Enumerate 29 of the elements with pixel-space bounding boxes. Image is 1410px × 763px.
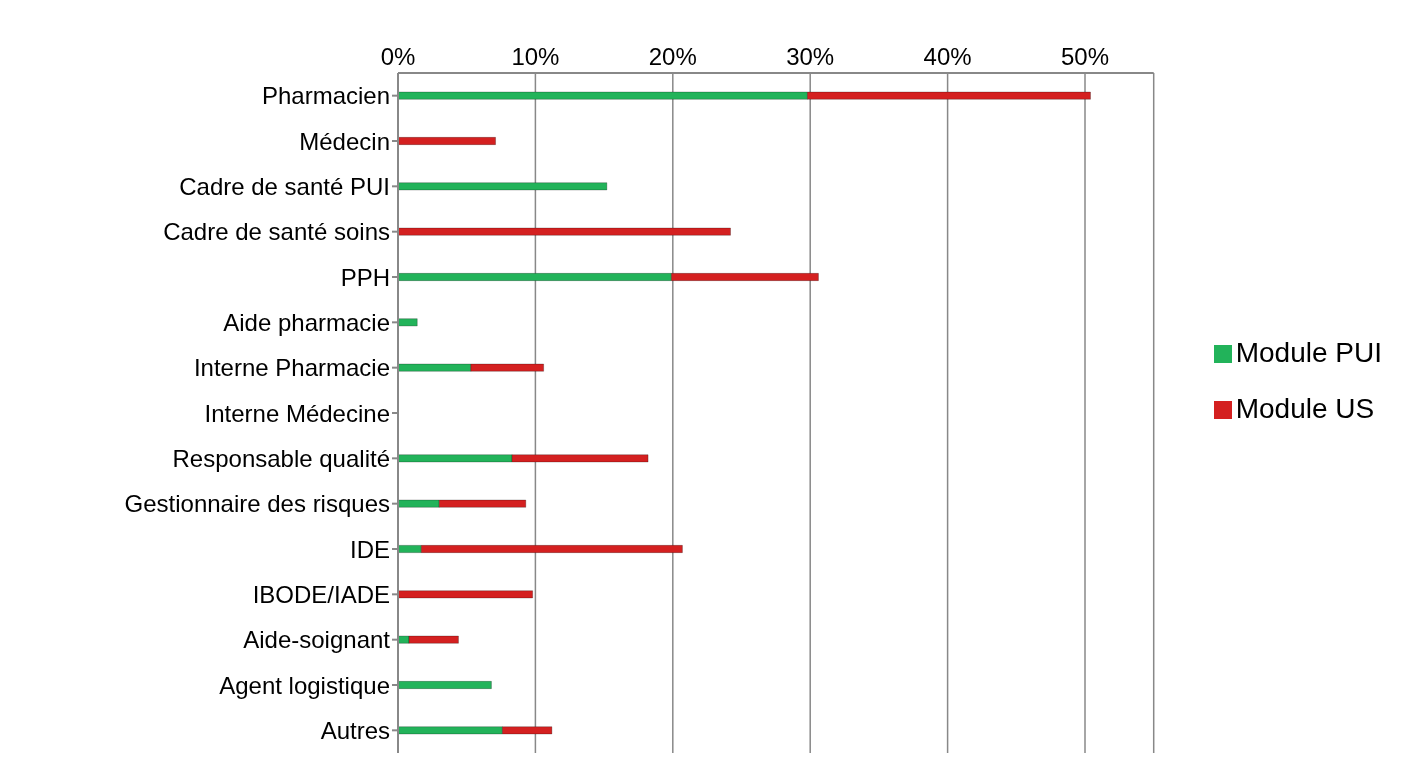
bar [398,318,418,327]
bar [398,227,732,236]
y-tick-label: Pharmacien [261,82,390,110]
y-tick-label: Médecin [299,127,390,155]
y-tick-label: Agent logistique [219,671,390,699]
y-tick-label: Gestionnaire des risques [124,490,390,518]
y-tick-label: Interne Médecine [204,399,390,427]
bar [398,182,608,191]
y-tick-label: Aide-soignant [243,626,391,654]
bar [398,136,497,146]
bar [398,590,534,599]
x-tick-label: 0% [380,43,416,70]
x-tick-label: 40% [923,43,972,70]
x-tick-label: 50% [1060,43,1110,70]
y-tick-label: IBODE/IADE [252,580,390,608]
x-tick-label: 30% [786,43,835,70]
x-tick-label: 10% [511,43,560,70]
y-tick-label: Autres [320,716,390,744]
legend-label: Module PUI [1235,336,1382,368]
y-tick-label: Responsable qualité [172,444,390,472]
y-tick-label: IDE [349,535,390,563]
y-tick-label: Cadre de santé PUI [179,172,390,200]
bar [398,680,492,690]
x-tick-label: 20% [648,43,697,70]
legend-label: Module US [1235,392,1375,424]
y-tick-label: Cadre de santé soins [163,218,390,246]
y-tick-label: Interne Pharmacie [193,354,390,382]
y-tick-label: PPH [340,263,390,291]
y-tick-label: Aide pharmacie [223,308,390,336]
